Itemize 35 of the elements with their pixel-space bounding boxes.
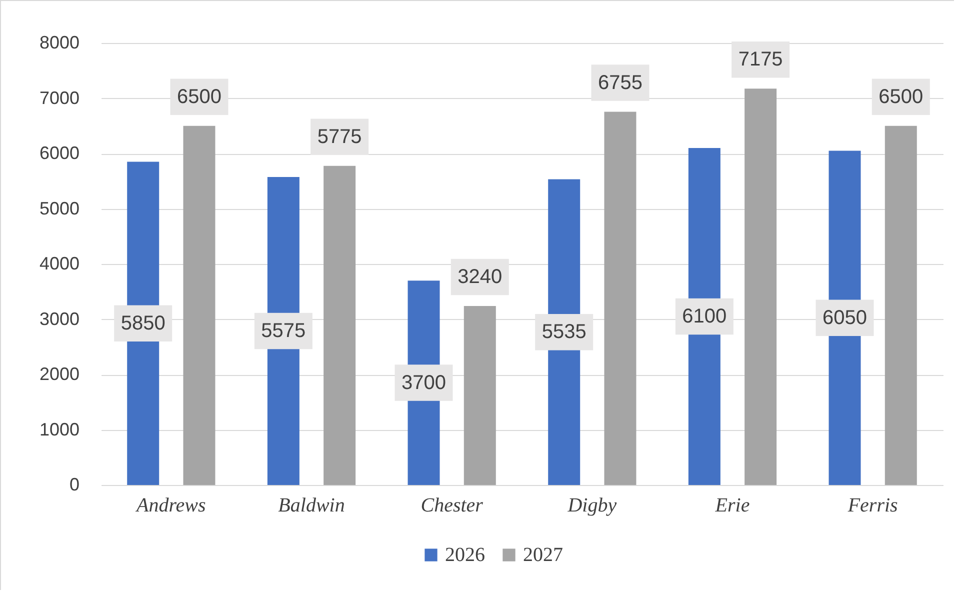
data-label: 5535 xyxy=(542,321,586,344)
legend-label: 2027 xyxy=(523,544,563,566)
data-label: 5850 xyxy=(120,312,166,334)
x-tick-label: Andrews xyxy=(134,494,206,516)
data-label: 5575 xyxy=(261,320,306,342)
bar xyxy=(604,112,636,485)
data-label: 3700 xyxy=(402,372,446,394)
y-tick-label: 4000 xyxy=(39,254,80,274)
y-tick-label: 8000 xyxy=(39,32,80,52)
data-label: 6500 xyxy=(878,86,924,108)
y-tick-label: 6000 xyxy=(39,143,80,163)
x-tick-label: Digby xyxy=(566,494,617,516)
legend-label: 2026 xyxy=(445,544,485,566)
bar xyxy=(464,306,496,485)
bar xyxy=(324,166,356,485)
y-tick-label: 0 xyxy=(69,474,80,494)
y-tick-label: 5000 xyxy=(39,198,80,218)
x-tick-label: Chester xyxy=(420,494,484,516)
bar xyxy=(744,88,777,485)
data-label: 6100 xyxy=(682,305,727,328)
data-label: 7175 xyxy=(738,48,783,71)
bar xyxy=(884,126,917,485)
y-tick-label: 2000 xyxy=(39,364,80,384)
y-tick-label: 7000 xyxy=(39,88,80,108)
y-tick-label: 1000 xyxy=(39,419,80,440)
data-label: 3240 xyxy=(458,266,502,288)
x-tick-label: Ferris xyxy=(846,494,898,516)
x-tick-label: Erie xyxy=(714,494,750,516)
x-tick-label: Baldwin xyxy=(278,494,345,516)
data-label: 6500 xyxy=(176,86,222,108)
data-label: 6050 xyxy=(822,306,868,329)
data-label: 5775 xyxy=(317,126,362,148)
y-tick-label: 3000 xyxy=(39,308,80,329)
bar xyxy=(183,126,216,485)
data-label: 6755 xyxy=(598,72,642,94)
